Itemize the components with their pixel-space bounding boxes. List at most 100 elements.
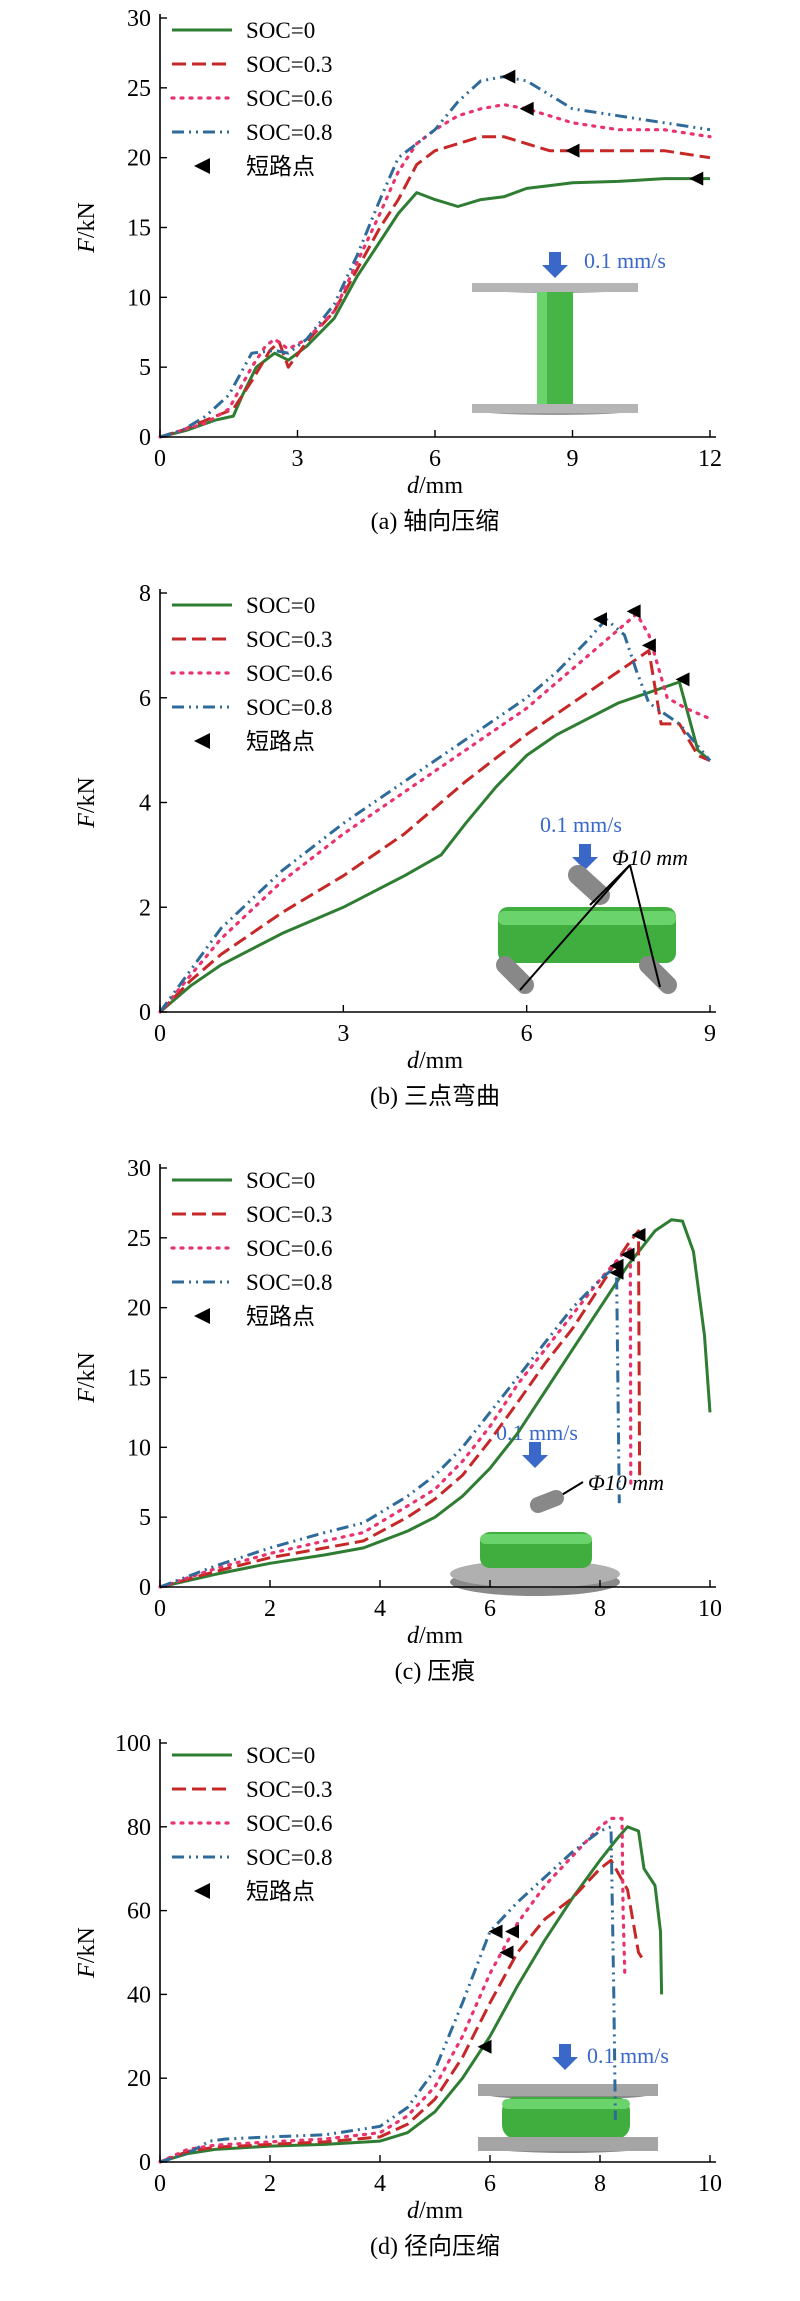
y-tick-label: 30 [127, 1156, 151, 1182]
legend-label-0: SOC=0 [246, 593, 315, 618]
y-tick-label: 4 [139, 791, 151, 817]
loading-speed-label: 0.1 mm/s [496, 1420, 578, 1445]
short-circuit-marker-icon [519, 101, 534, 116]
series-line-1 [158, 649, 711, 1014]
legend-label-2: SOC=0.6 [246, 1236, 332, 1261]
x-tick-label: 6 [521, 1021, 533, 1047]
y-tick-label: 10 [127, 285, 151, 311]
x-axis-label: d/mm [407, 1048, 463, 1074]
legend-label-1: SOC=0.3 [246, 627, 332, 652]
series-line-2 [158, 612, 712, 1014]
y-tick-label: 15 [127, 216, 151, 242]
short-circuit-marker-icon [499, 1945, 514, 1960]
x-axis-label-variable: d [407, 1048, 420, 1074]
panel-caption: (b) 三点弯曲 [370, 1083, 500, 1110]
legend-short-circuit-marker-icon [194, 158, 210, 174]
x-axis-label-variable: d [407, 1623, 420, 1649]
legend-label-1: SOC=0.3 [246, 52, 332, 77]
legend: SOC=0 SOC=0.3 SOC=0.6 SOC=0.8 短路点 [170, 1743, 332, 1904]
down-arrow-icon [552, 2044, 578, 2070]
specimen-inset-diagram: 0.1 mm/s [478, 2043, 669, 2153]
short-circuit-marker-icon [609, 1258, 624, 1273]
x-tick-label: 9 [567, 446, 579, 472]
y-axis-label: F/kN [74, 202, 100, 254]
y-axis-label-unit: /kN [74, 202, 100, 238]
y-axis-label-unit: /kN [74, 1927, 100, 1963]
x-tick-label: 0 [154, 1021, 166, 1047]
short-circuit-marker-icon [505, 1924, 519, 1939]
y-tick-label: 25 [127, 1226, 151, 1252]
y-tick-label: 60 [127, 1899, 151, 1925]
legend-label-0: SOC=0 [246, 1743, 315, 1768]
y-tick-label: 5 [139, 1505, 151, 1531]
y-tick-label: 0 [139, 1575, 151, 1601]
x-axis-label-variable: d [407, 2198, 420, 2224]
series-line-3 [158, 617, 712, 1013]
x-tick-label: 8 [594, 2171, 606, 2197]
series-line-1 [159, 135, 711, 439]
y-axis-label-unit: /kN [74, 1352, 100, 1388]
series-line-0 [159, 177, 710, 439]
series-line-0 [159, 1218, 712, 1589]
x-tick-label: 3 [337, 1021, 349, 1047]
panel-d-radial-compression: 0.1 mm/s 0 2 4 6 8 10 0 20 40 60 80 100 d/mm F/kN SOC=0… [0, 1725, 800, 2300]
specimen-inset-diagram: 0.1 mm/s [472, 248, 666, 415]
legend-marker-label: 短路点 [246, 1304, 315, 1329]
legend-label-3: SOC=0.8 [246, 1845, 332, 1870]
legend-label-3: SOC=0.8 [246, 120, 332, 145]
y-axis-label-variable: F [74, 238, 100, 254]
x-tick-label: 4 [374, 1596, 386, 1622]
loading-speed-label: 0.1 mm/s [540, 812, 622, 837]
y-tick-label: 0 [139, 2150, 151, 2176]
series-line-2 [158, 1816, 627, 2164]
y-tick-label: 5 [139, 355, 151, 381]
x-tick-label: 0 [154, 2171, 166, 2197]
x-axis-label-variable: d [407, 473, 420, 499]
series-line-0 [159, 1825, 664, 2164]
series-line-3 [159, 1264, 621, 1589]
short-circuit-marker-icon [675, 672, 690, 687]
series-line-2 [158, 1247, 633, 1589]
specimen-inset-diagram: 0.1 mm/s Φ10 mm [450, 1420, 664, 1596]
x-axis-label: d/mm [407, 1623, 463, 1649]
panel-c-indentation: 0.1 mm/s Φ10 mm 0 2 4 6 8 10 0 5 10 15 20 25 30 d/mm F/k… [0, 1150, 800, 1725]
y-tick-label: 20 [127, 1296, 151, 1322]
y-axis-label: F/kN [74, 1352, 100, 1404]
y-tick-label: 20 [127, 2066, 151, 2092]
y-tick-label: 100 [115, 1731, 151, 1757]
y-tick-label: 40 [127, 1982, 151, 2008]
y-tick-label: 2 [139, 895, 151, 921]
y-tick-label: 25 [127, 76, 151, 102]
short-circuit-marker-icon [689, 171, 704, 186]
y-tick-label: 20 [127, 146, 151, 172]
short-circuit-marker-icon [565, 143, 580, 158]
y-tick-label: 30 [127, 6, 151, 32]
y-axis-label-variable: F [74, 1388, 100, 1404]
legend: SOC=0 SOC=0.3 SOC=0.6 SOC=0.8 短路点 [170, 1168, 332, 1329]
y-tick-label: 80 [127, 1815, 151, 1841]
y-tick-label: 10 [127, 1435, 151, 1461]
short-circuit-marker-icon [626, 604, 641, 619]
x-tick-label: 3 [292, 446, 304, 472]
x-tick-label: 10 [698, 2171, 722, 2197]
y-axis-label-variable: F [74, 813, 100, 829]
y-tick-label: 15 [127, 1366, 151, 1392]
x-tick-label: 2 [264, 2171, 276, 2197]
legend-label-2: SOC=0.6 [246, 86, 332, 111]
y-axis-label-unit: /kN [74, 777, 100, 813]
x-tick-label: 12 [698, 446, 722, 472]
short-circuit-marker-icon [641, 638, 656, 653]
down-arrow-icon [542, 252, 568, 278]
legend-short-circuit-marker-icon [194, 1308, 210, 1324]
legend: SOC=0 SOC=0.3 SOC=0.6 SOC=0.8 短路点 [170, 18, 332, 179]
x-axis-label: d/mm [407, 2198, 463, 2224]
x-axis-label-unit: /mm [419, 2198, 463, 2224]
legend-label-1: SOC=0.3 [246, 1202, 332, 1227]
x-axis-label-unit: /mm [419, 1623, 463, 1649]
short-circuit-marker-icon [477, 2039, 492, 2054]
short-circuit-marker-icon [620, 1247, 635, 1262]
down-arrow-icon [572, 844, 598, 870]
panel-caption: (d) 径向压缩 [370, 2233, 500, 2260]
y-tick-label: 0 [139, 1000, 151, 1026]
